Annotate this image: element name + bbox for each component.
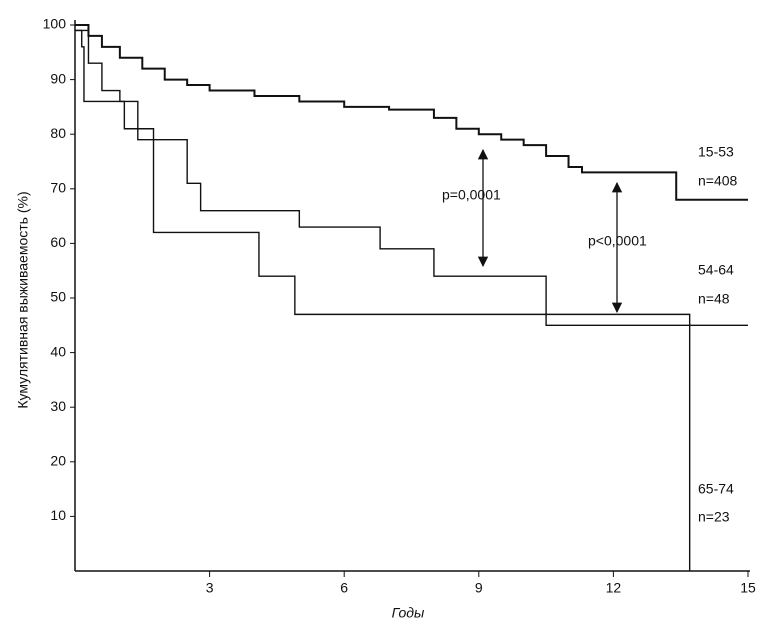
- y-tick-label: 10: [50, 507, 66, 523]
- survival-curve: [75, 24, 748, 201]
- annotation: n=23: [698, 509, 730, 525]
- x-tick-label: 3: [206, 580, 214, 596]
- y-tick-label: 60: [50, 234, 66, 250]
- x-tick-label: 12: [606, 580, 622, 596]
- y-tick-label: 70: [50, 180, 66, 196]
- x-tick-label: 15: [740, 580, 756, 596]
- y-tick-label: 80: [50, 125, 66, 141]
- series-label: 15-53: [698, 144, 734, 160]
- series-label: 65-74: [698, 481, 734, 497]
- annotation: p<0,0001: [588, 233, 647, 249]
- annotation: n=408: [698, 173, 738, 189]
- series-label: 54-64: [698, 262, 734, 278]
- y-tick-label: 40: [50, 343, 66, 359]
- y-tick-label: 20: [50, 453, 66, 469]
- annotation: p=0,0001: [442, 187, 501, 203]
- annotation: n=48: [698, 291, 730, 307]
- y-axis-label: Кумулятивная выживаемость (%): [15, 191, 31, 408]
- survival-curve: [75, 29, 748, 326]
- x-tick-label: 6: [340, 580, 348, 596]
- y-tick-label: 50: [50, 289, 66, 305]
- y-tick-label: 100: [43, 16, 67, 32]
- survival-curve: [75, 29, 691, 571]
- y-tick-label: 90: [50, 70, 66, 86]
- y-tick-label: 30: [50, 398, 66, 414]
- x-tick-label: 9: [475, 580, 483, 596]
- x-axis-label: Годы: [392, 605, 425, 621]
